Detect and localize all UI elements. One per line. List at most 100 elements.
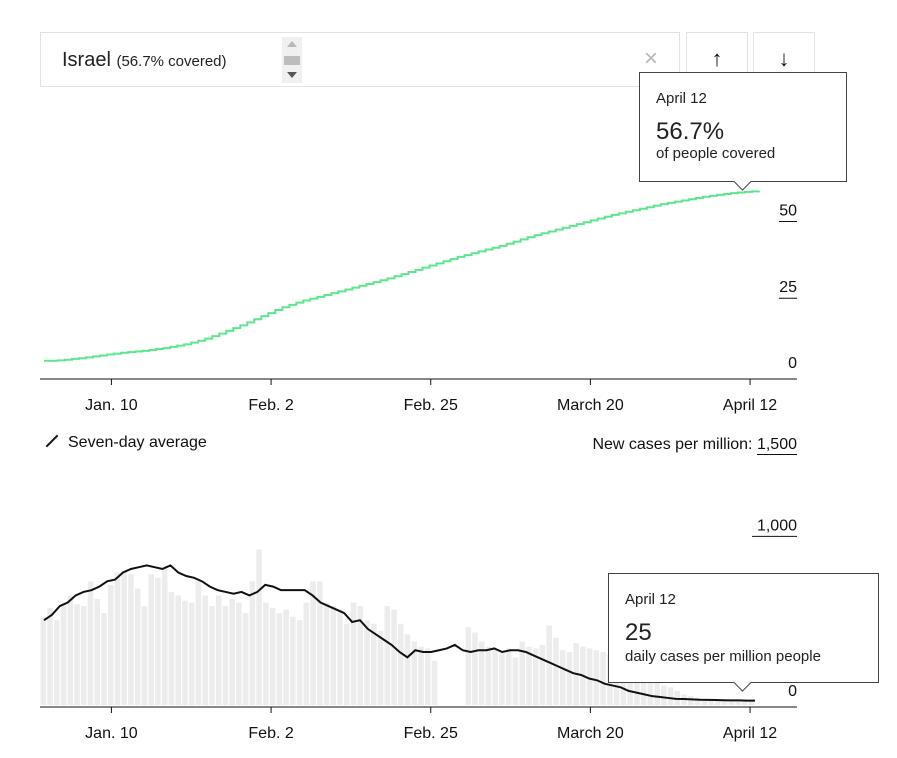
case-bar	[344, 623, 350, 705]
case-bar	[276, 613, 283, 705]
case-bar	[742, 700, 748, 705]
case-bar	[209, 606, 215, 705]
case-bar	[121, 570, 127, 705]
case-bar	[485, 646, 492, 705]
case-bar	[519, 641, 525, 705]
case-bar	[634, 673, 640, 705]
case-bar	[94, 599, 101, 705]
x-tick-label: Jan. 10	[85, 397, 138, 414]
tooltip-subtitle: daily cases per million people	[625, 648, 821, 665]
case-bar	[229, 599, 235, 705]
case-bar	[161, 568, 168, 705]
country-coverage: (56.7% covered)	[116, 53, 227, 70]
case-bar	[155, 577, 161, 705]
cases-tooltip: April 12 25 daily cases per million peop…	[608, 573, 879, 692]
case-bar	[256, 549, 262, 705]
case-bar	[364, 620, 370, 705]
x-tick-label: Feb. 25	[404, 397, 458, 414]
coverage-series-line	[44, 190, 760, 362]
x-tick-label: March 20	[557, 397, 624, 414]
case-bar	[283, 609, 289, 705]
tooltip-subtitle: of people covered	[656, 145, 776, 162]
case-bar	[168, 591, 175, 705]
case-bar	[661, 685, 667, 705]
case-bar	[40, 616, 47, 705]
legend-label: Seven-day average	[68, 434, 207, 451]
case-bar	[87, 581, 94, 705]
x-tick-label: March 20	[557, 725, 624, 742]
y-tick-label-1500: 1,500	[756, 436, 797, 455]
case-bar	[735, 700, 741, 705]
case-bar	[114, 572, 121, 705]
case-bar	[310, 581, 316, 705]
case-bar	[175, 595, 181, 705]
case-bar	[593, 650, 600, 705]
country-name: Israel	[62, 49, 111, 71]
y-tick-label: 1,000	[757, 517, 797, 534]
case-bar	[721, 700, 728, 705]
case-bar	[215, 595, 222, 705]
case-bar	[627, 669, 633, 705]
case-bar	[317, 581, 323, 705]
case-bar	[323, 602, 330, 705]
case-bar	[249, 581, 256, 705]
case-bar	[128, 574, 134, 705]
spinner-thumb[interactable]	[284, 56, 300, 65]
case-bar	[526, 646, 532, 705]
case-bar	[74, 604, 80, 705]
arrow-up-icon: ↑	[711, 46, 723, 71]
spinner-down-icon[interactable]	[287, 72, 297, 78]
case-bar	[499, 652, 505, 705]
new-cases-prefix: New cases per million:	[592, 436, 753, 453]
case-bar	[141, 606, 148, 705]
case-bar	[492, 648, 498, 705]
case-bar	[222, 606, 229, 705]
case-bar	[398, 623, 404, 705]
case-bar	[53, 620, 60, 705]
case-bar	[350, 602, 357, 705]
case-bar	[748, 700, 755, 705]
y-tick-label: 25	[779, 279, 797, 296]
x-tick-label: Feb. 2	[248, 725, 293, 742]
case-bar	[107, 584, 114, 705]
close-icon[interactable]: ×	[644, 45, 659, 72]
case-bar	[411, 641, 418, 705]
case-bar	[303, 602, 310, 705]
case-bar	[269, 607, 276, 705]
y-tick-label: 0	[788, 683, 797, 700]
case-bar	[512, 657, 519, 705]
case-bar	[640, 674, 647, 705]
case-bar	[600, 652, 606, 705]
case-bar	[236, 602, 242, 705]
case-bar	[539, 644, 546, 705]
case-bar	[647, 678, 654, 705]
case-bar	[694, 697, 701, 705]
case-bar	[263, 602, 269, 705]
scroll-spinner[interactable]	[282, 37, 302, 83]
case-bar	[60, 602, 67, 705]
tooltip-date: April 12	[656, 90, 707, 107]
y-tick-label: 50	[779, 202, 797, 219]
cases-chart: Jan. 10 Feb. 2 Feb. 25 March 20 April 12 0 1,…	[40, 517, 797, 742]
case-bar	[337, 609, 343, 705]
case-bar	[80, 606, 87, 705]
x-tick-label: Feb. 2	[248, 397, 293, 414]
case-bar	[377, 630, 384, 705]
case-bar	[384, 606, 391, 705]
y-tick-label: 0	[788, 355, 797, 372]
case-bar	[101, 613, 107, 705]
case-bar	[47, 607, 53, 705]
case-bar	[701, 698, 708, 705]
case-bar	[586, 648, 593, 705]
spinner-up-icon[interactable]	[287, 41, 297, 47]
case-bar	[654, 682, 660, 705]
arrow-down-icon: ↓	[778, 46, 790, 71]
x-tick-label: Feb. 25	[404, 725, 458, 742]
seven-day-average-line	[43, 564, 755, 702]
tooltip-value: 25	[625, 619, 652, 646]
case-bar	[182, 600, 188, 705]
case-bar	[290, 616, 296, 705]
country-selector[interactable]: Israel (56.7% covered) ×	[40, 32, 680, 87]
tooltip-date: April 12	[625, 591, 676, 608]
